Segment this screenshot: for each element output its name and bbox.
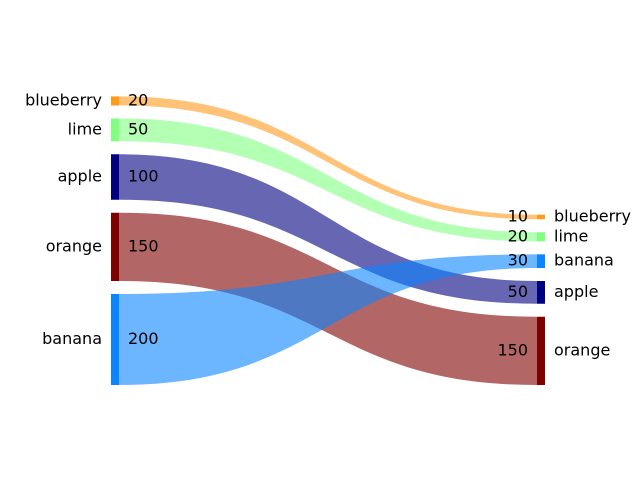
node-bar [111, 212, 119, 281]
value-label: 50 [508, 282, 528, 301]
node-label: orange [554, 340, 610, 359]
value-label: 30 [508, 251, 528, 270]
value-label: 200 [128, 329, 159, 348]
flow [119, 254, 537, 385]
flow [119, 118, 537, 242]
node-bar [111, 294, 119, 385]
node-bar [537, 254, 545, 268]
value-label: 100 [128, 167, 159, 186]
node-label: blueberry [554, 206, 631, 225]
node-label: banana [554, 251, 614, 270]
node-bar [537, 214, 545, 220]
node-bar [537, 232, 545, 242]
node-bar [111, 118, 119, 142]
node-label: orange [46, 236, 102, 255]
node-bar [111, 96, 119, 106]
flow [119, 154, 537, 304]
node-bar [111, 154, 119, 200]
value-label: 150 [128, 236, 159, 255]
value-label: 50 [128, 119, 148, 138]
node-label: banana [42, 329, 102, 348]
value-label: 150 [497, 340, 528, 359]
value-label: 20 [128, 90, 148, 109]
value-label: 10 [508, 206, 528, 225]
node-bar [537, 281, 545, 304]
flow [119, 96, 537, 220]
node-label: lime [554, 226, 588, 245]
value-label: 20 [508, 226, 528, 245]
node-label: lime [68, 119, 102, 138]
node-label: apple [554, 282, 598, 301]
node-label: apple [58, 167, 102, 186]
node-label: blueberry [25, 90, 102, 109]
node-bar [537, 316, 545, 385]
